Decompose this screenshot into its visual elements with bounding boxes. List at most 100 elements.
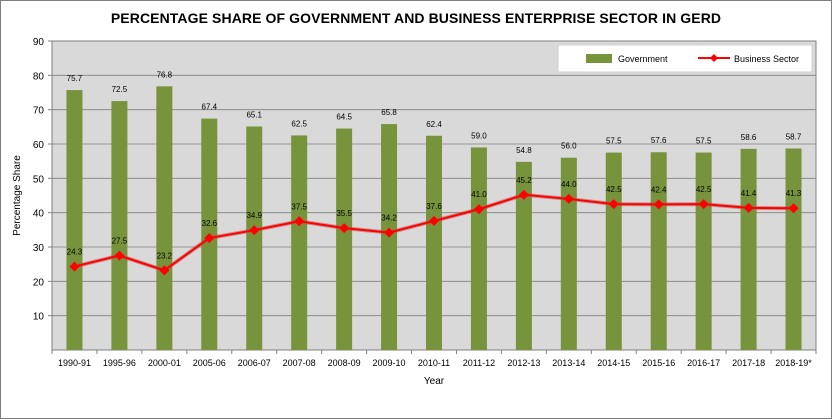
marker-business-sector [69, 261, 80, 272]
x-tick-label: 2017-18 [732, 358, 765, 368]
line-data-label: 32.6 [202, 219, 218, 228]
x-axis-title: Year [424, 376, 445, 387]
x-tick-label: 2015-16 [642, 358, 675, 368]
x-tick-label: 2016-17 [687, 358, 720, 368]
line-data-label: 35.5 [336, 209, 352, 218]
marker-business-sector [429, 215, 439, 226]
bar-data-label: 62.5 [291, 119, 307, 128]
line-data-label: 42.5 [606, 185, 622, 194]
bar-data-label: 65.1 [246, 110, 262, 119]
y-tick-label: 40 [33, 209, 45, 220]
marker-business-sector [788, 203, 799, 214]
line-data-label: 34.2 [381, 214, 397, 223]
marker-business-sector [114, 250, 125, 261]
y-tick-label: 20 [33, 277, 45, 288]
bar-government [605, 152, 622, 350]
line-data-label: 41.3 [786, 189, 802, 198]
line-data-label: 37.5 [291, 202, 307, 211]
x-tick-label: 2011-12 [463, 358, 495, 368]
bar-government [560, 157, 577, 350]
bar-government [695, 152, 712, 350]
bar-government [785, 148, 802, 350]
y-tick-label: 90 [33, 37, 45, 48]
bar-government [291, 135, 308, 350]
bar-data-label: 58.6 [741, 133, 757, 142]
legend-label-government: Government [618, 54, 668, 64]
marker-business-sector [473, 204, 484, 215]
y-axis-title: Percentage Share [12, 155, 23, 236]
legend-marker-business-sector [710, 54, 718, 62]
x-tick-label: 2006-07 [238, 358, 271, 368]
y-tick-label: 50 [33, 174, 45, 185]
x-tick-label: 2018-19* [775, 358, 812, 368]
bar-government [426, 135, 442, 350]
bar-data-label: 62.4 [426, 120, 442, 129]
marker-business-sector [608, 199, 619, 210]
x-tick-label: 2012-13 [507, 358, 540, 368]
marker-business-sector [518, 189, 529, 200]
bar-data-label: 57.6 [651, 136, 667, 145]
bar-government [515, 161, 532, 350]
bar-data-label: 54.8 [516, 146, 532, 155]
marker-business-sector [204, 233, 215, 244]
bar-government [336, 128, 353, 350]
bar-government [66, 90, 83, 350]
bar-data-label: 65.8 [381, 108, 397, 117]
x-tick-label: 2007-08 [283, 358, 316, 368]
line-data-label: 24.3 [67, 248, 83, 257]
x-tick-label: 2009-10 [373, 358, 406, 368]
bar-data-label: 64.5 [336, 113, 352, 122]
y-tick-label: 60 [33, 140, 45, 151]
y-tick-label: 30 [33, 243, 45, 254]
x-tick-label: 2010-11 [418, 358, 450, 368]
marker-business-sector [384, 227, 395, 238]
x-tick-label: 2013-14 [552, 358, 585, 368]
y-tick-label: 10 [33, 312, 45, 323]
bar-government [650, 152, 667, 350]
bar-government [156, 86, 173, 350]
x-tick-label: 2014-15 [597, 358, 630, 368]
marker-business-sector [159, 265, 170, 276]
line-data-label: 42.5 [696, 185, 712, 194]
line-data-label: 41.0 [471, 190, 487, 199]
line-data-label: 42.4 [651, 185, 667, 194]
line-data-label: 41.4 [741, 189, 757, 198]
x-tick-label: 1990-91 [58, 358, 91, 368]
bar-government [470, 147, 487, 350]
bar-data-label: 57.5 [606, 137, 622, 146]
line-data-label: 27.5 [112, 237, 128, 246]
x-tick-label: 2005-06 [193, 358, 226, 368]
x-tick-label: 1995-96 [103, 358, 136, 368]
bar-data-label: 76.8 [157, 70, 173, 79]
legend-label-business-sector: Business Sector [734, 54, 799, 64]
marker-business-sector [294, 216, 305, 227]
marker-business-sector [339, 223, 350, 234]
bar-government [246, 126, 263, 351]
marker-business-sector [249, 225, 260, 236]
bar-government [740, 148, 757, 350]
y-tick-label: 70 [33, 106, 45, 117]
y-tick-label: 80 [33, 71, 45, 82]
bar-data-label: 56.0 [561, 142, 577, 151]
marker-business-sector [698, 199, 709, 210]
line-data-label: 37.6 [426, 202, 442, 211]
line-data-label: 44.0 [561, 180, 577, 189]
bar-data-label: 75.7 [67, 74, 83, 83]
line-data-label: 23.2 [157, 251, 173, 260]
legend-swatch-government [586, 54, 612, 63]
marker-business-sector [743, 202, 754, 213]
bar-government [111, 101, 128, 350]
chart-title: PERCENTAGE SHARE OF GOVERNMENT AND BUSIN… [110, 10, 722, 26]
bar-data-label: 59.0 [471, 131, 487, 140]
line-data-label: 45.2 [516, 176, 532, 185]
marker-business-sector [653, 199, 664, 210]
x-tick-label: 2008-09 [328, 358, 361, 368]
marker-business-sector [563, 193, 574, 204]
bar-data-label: 67.4 [202, 103, 218, 112]
bar-data-label: 57.5 [696, 137, 712, 146]
bar-data-label: 58.7 [786, 132, 802, 141]
bar-data-label: 72.5 [112, 85, 128, 94]
line-data-label: 34.9 [246, 211, 262, 220]
x-tick-label: 2000-01 [148, 358, 181, 368]
